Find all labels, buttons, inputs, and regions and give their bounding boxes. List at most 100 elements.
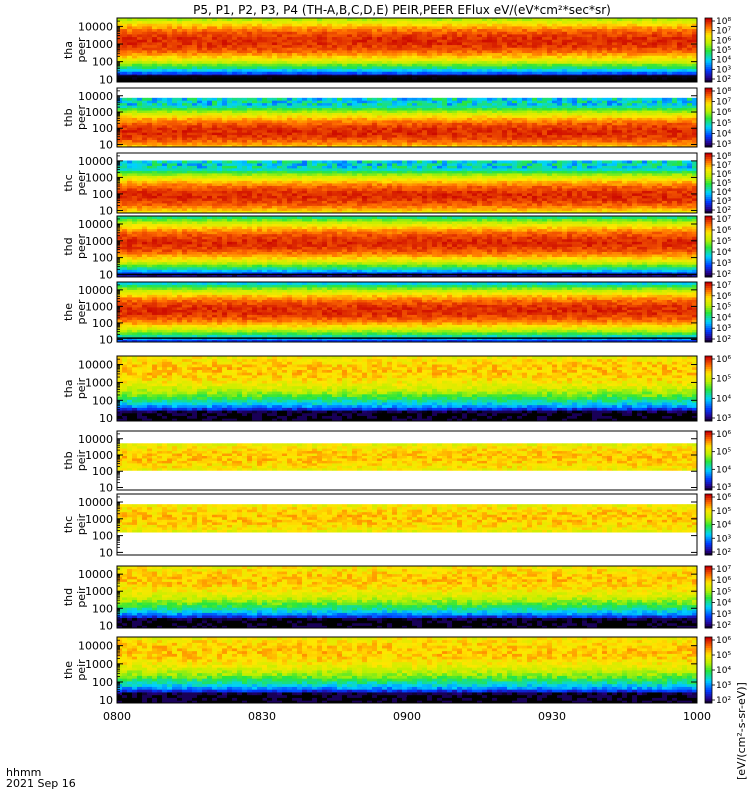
heatmap-cell xyxy=(337,142,342,145)
heatmap-cell xyxy=(427,61,432,64)
heatmap-cell xyxy=(412,53,417,56)
heatmap-cell xyxy=(607,113,612,116)
heatmap-cell xyxy=(152,29,157,32)
heatmap-cell xyxy=(447,42,452,45)
heatmap-cell xyxy=(537,69,542,72)
heatmap-cell xyxy=(667,122,672,125)
heatmap-cell xyxy=(442,137,447,140)
heatmap-cell xyxy=(282,108,287,111)
heatmap-cell xyxy=(307,31,312,34)
heatmap-cell xyxy=(262,45,267,48)
heatmap-cell xyxy=(537,66,542,69)
heatmap-cell xyxy=(127,66,132,69)
heatmap-cell xyxy=(467,140,472,143)
heatmap-cell xyxy=(397,71,402,74)
heatmap-cell xyxy=(412,37,417,40)
heatmap-cell xyxy=(497,132,502,135)
heatmap-cell xyxy=(172,77,177,80)
heatmap-cell xyxy=(202,69,207,72)
heatmap-cell xyxy=(172,45,177,48)
heatmap-cell xyxy=(547,132,552,135)
heatmap-cell xyxy=(572,21,577,24)
heatmap-cell xyxy=(397,47,402,50)
heatmap-cell xyxy=(192,31,197,34)
heatmap-cell xyxy=(122,69,127,72)
heatmap-cell xyxy=(397,66,402,69)
heatmap-cell xyxy=(237,108,242,111)
heatmap-cell xyxy=(227,47,232,50)
heatmap-cell xyxy=(507,122,512,125)
heatmap-cell xyxy=(377,137,382,140)
heatmap-cell xyxy=(577,63,582,66)
heatmap-cell xyxy=(467,132,472,135)
heatmap-cell xyxy=(477,42,482,45)
heatmap-cell xyxy=(247,137,252,140)
heatmap-cell xyxy=(302,34,307,37)
heatmap-cell xyxy=(122,130,127,133)
heatmap-cell xyxy=(607,66,612,69)
heatmap-cell xyxy=(487,47,492,50)
heatmap-cell xyxy=(397,45,402,48)
heatmap-cell xyxy=(147,69,152,72)
heatmap-cell xyxy=(422,71,427,74)
heatmap-cell xyxy=(587,125,592,128)
heatmap-cell xyxy=(462,58,467,61)
heatmap-cell xyxy=(297,108,302,111)
heatmap-cell xyxy=(142,125,147,128)
heatmap-cell xyxy=(642,55,647,58)
heatmap-cell xyxy=(142,113,147,116)
heatmap-cell xyxy=(647,26,652,29)
heatmap-cell xyxy=(152,45,157,48)
heatmap-cell xyxy=(197,69,202,72)
heatmap-cell xyxy=(587,21,592,24)
heatmap-cell xyxy=(472,42,477,45)
heatmap-cell xyxy=(517,108,522,111)
heatmap-cell xyxy=(607,125,612,128)
heatmap-cell xyxy=(187,127,192,130)
heatmap-cell xyxy=(342,53,347,56)
heatmap-cell xyxy=(232,142,237,145)
heatmap-cell xyxy=(187,120,192,123)
heatmap-cell xyxy=(627,108,632,111)
heatmap-cell xyxy=(332,113,337,116)
heatmap-cell xyxy=(367,42,372,45)
heatmap-cell xyxy=(432,110,437,113)
heatmap-cell xyxy=(197,77,202,80)
heatmap-cell xyxy=(152,108,157,111)
heatmap-cell xyxy=(187,53,192,56)
heatmap-cell xyxy=(352,45,357,48)
heatmap-cell xyxy=(147,55,152,58)
heatmap-cell xyxy=(507,113,512,116)
heatmap-cell xyxy=(677,127,682,130)
heatmap-cell xyxy=(392,122,397,125)
heatmap-cell xyxy=(227,142,232,145)
heatmap-cell xyxy=(387,125,392,128)
heatmap-cell xyxy=(492,108,497,111)
heatmap-cell xyxy=(577,103,582,106)
heatmap-cell xyxy=(167,50,172,53)
heatmap-cell xyxy=(642,113,647,116)
heatmap-cell xyxy=(402,77,407,80)
heatmap-cell xyxy=(687,45,692,48)
heatmap-cell xyxy=(387,58,392,61)
heatmap-cell xyxy=(592,130,597,133)
heatmap-cell xyxy=(467,103,472,106)
heatmap-cell xyxy=(482,77,487,80)
heatmap-cell xyxy=(502,71,507,74)
heatmap-cell xyxy=(602,105,607,108)
heatmap-cell xyxy=(172,69,177,72)
heatmap-cell xyxy=(667,53,672,56)
heatmap-cell xyxy=(667,110,672,113)
heatmap-cell xyxy=(242,113,247,116)
heatmap-cell xyxy=(577,58,582,61)
heatmap-cell xyxy=(597,130,602,133)
heatmap-cell xyxy=(532,42,537,45)
heatmap-cell xyxy=(282,66,287,69)
heatmap-cell xyxy=(502,69,507,72)
heatmap-cell xyxy=(547,113,552,116)
heatmap-cell xyxy=(652,132,657,135)
heatmap-cell xyxy=(277,140,282,143)
heatmap-cell xyxy=(627,110,632,113)
heatmap-cell xyxy=(652,23,657,26)
heatmap-cell xyxy=(222,130,227,133)
